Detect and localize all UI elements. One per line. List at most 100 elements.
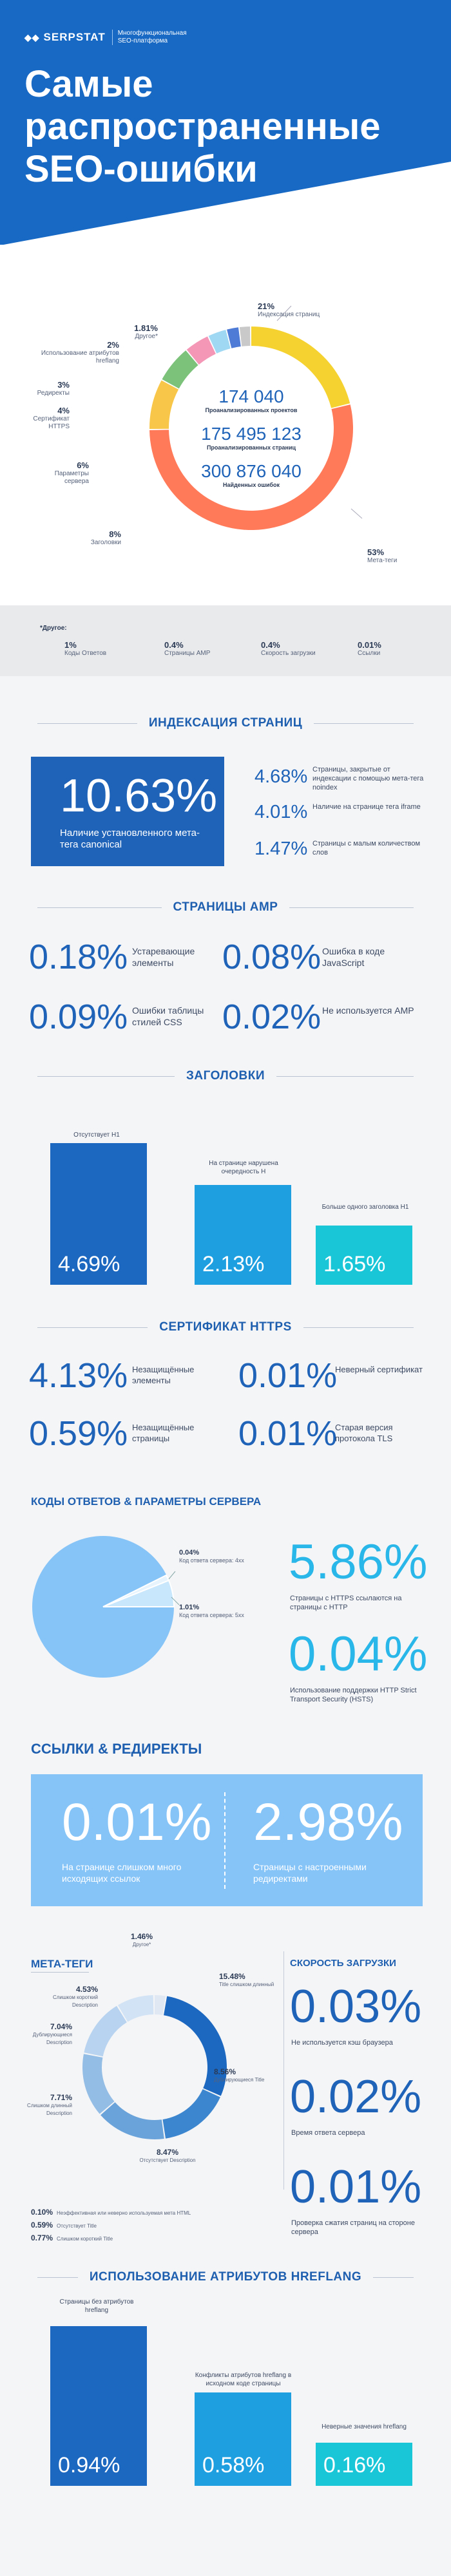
redirects-label: Страницы с настроенными редиректами	[253, 1862, 367, 1884]
label-redirects: 3% Редиректы	[24, 380, 70, 397]
errors-label: Найденных ошибок	[223, 482, 280, 488]
label-other-pct: 1.81%	[134, 323, 158, 333]
https-to-http-label: Страницы с HTTPS ссылаются на страницы с…	[290, 1595, 402, 1611]
meta-other-label: Отсутствует Title	[57, 2223, 97, 2229]
compression-label: Проверка сжатия страниц на стороне серве…	[291, 2219, 415, 2236]
page-title: Самые распространенные SEO-ошибки	[24, 63, 381, 190]
label-hreflang-text: Использование атрибутов hreflang	[41, 350, 119, 365]
bar-label-no-hreflang: Страницы без атрибутов hreflang	[59, 2298, 134, 2314]
noindex-label: Страницы, закрытые от индексации с помощ…	[312, 766, 424, 791]
amp-notused-value: 0.02%	[222, 998, 321, 1036]
canonical-label: Наличие установленного мета-тега canonic…	[60, 828, 200, 850]
other-item: 0.4% Страницы AMP	[164, 640, 210, 658]
donut-segment-5	[208, 330, 231, 354]
other-item-pct: 0.01%	[358, 640, 381, 650]
label-indexing: 21% Индексация страниц	[258, 301, 320, 319]
pie-label-5xx-text: Код ответа сервера: 5хх	[179, 1612, 244, 1618]
pie-label-4xx: 0.04% Код ответа сервера: 4хх	[179, 1549, 244, 1564]
label-other: 1.81% Другое*	[119, 323, 158, 341]
overview-section: 174 040 Проанализированных проектов 175 …	[0, 245, 451, 605]
section-heading-links: ССЫЛКИ & РЕДИРЕКТЫ	[31, 1741, 202, 1757]
donut-segment-7	[239, 327, 251, 346]
https-old-tls-value: 0.01%	[238, 1414, 338, 1453]
amp-js-label: Ошибка в коде JavaScript	[322, 946, 385, 968]
bar-h1-missing: 4.69%	[50, 1143, 147, 1285]
donut-segment-3	[162, 350, 198, 389]
label-headings-text: Заголовки	[90, 539, 121, 546]
label-server-pct: 6%	[77, 460, 89, 470]
meta-donut-chart	[82, 1995, 227, 2139]
hsts-value: 0.04%	[289, 1627, 428, 1681]
https-invalid-cert-value: 0.01%	[238, 1356, 338, 1395]
meta-label-desc-missing-value: 8.47%	[156, 2148, 179, 2157]
label-https-pct: 4%	[57, 406, 70, 415]
label-https-text: Сертификат HTTPS	[33, 415, 70, 430]
other-item-label: Коды Ответов	[64, 650, 107, 657]
https-insecure-elements-label: Незащищённые элементы	[132, 1365, 195, 1385]
meta-other-row: 0.59% Отсутствует Title	[31, 2221, 191, 2230]
section-heading-speed: СКОРОСТЬ ЗАГРУЗКИ	[290, 1958, 396, 1969]
meta-other-label: Неэффективная или неверно используемая м…	[57, 2210, 191, 2216]
label-redirects-text: Редиректы	[37, 390, 70, 397]
donut-segment-2	[149, 380, 179, 430]
pie-label-5xx: 1.01% Код ответа сервера: 5хх	[179, 1604, 244, 1619]
outgoing-links-label: На странице слишком много исходящих ссыл…	[62, 1862, 182, 1884]
meta-other-list: 0.10% Неэффективная или неверно используе…	[31, 2208, 191, 2243]
overview-stats: 174 040 Проанализированных проектов 175 …	[193, 386, 309, 488]
bar-multi-h1: 1.65%	[316, 1226, 412, 1285]
bar-hreflang-conflict: 0.58%	[195, 2392, 291, 2486]
pie-label-4xx-text: Код ответа сервера: 4хх	[179, 1557, 244, 1564]
pie-label-5xx-value: 1.01%	[179, 1604, 200, 1611]
meta-label-title-dup: 8.56% Дублирующиеся Title	[214, 2067, 275, 2084]
amp-notused-label: Не используется AMP	[322, 1005, 414, 1016]
label-meta: 53% Мета-теги	[367, 547, 397, 565]
meta-label-desc-short-value: 4.53%	[75, 1985, 98, 1994]
label-https: 4% Сертификат HTTPS	[24, 406, 70, 431]
meta-segment-1	[164, 1996, 227, 2096]
browser-cache-value: 0.03%	[290, 1981, 422, 2032]
meta-label-other-value: 1.46%	[130, 1932, 153, 1941]
speed-divider	[283, 1951, 284, 2190]
meta-segment-2	[162, 2089, 220, 2139]
iframe-label: Наличие на странице тега iframe	[312, 803, 421, 811]
other-item: 0.4% Скорость загрузки	[261, 640, 316, 658]
meta-label-title-long-value: 15.48%	[219, 1972, 245, 1981]
other-item: 0.01% Ссылки	[358, 640, 381, 658]
canonical-box: 10.63% Наличие установленного мета-тега …	[31, 757, 224, 866]
label-server: 6% Параметры сервера	[44, 460, 89, 486]
section-heading-indexing: ИНДЕКСАЦИЯ СТРАНИЦ	[26, 716, 425, 730]
projects-value: 174 040	[218, 386, 284, 406]
fewwords-label: Страницы с малым количеством слов	[312, 840, 421, 857]
outgoing-links-value: 0.01%	[62, 1793, 212, 1852]
links-divider	[224, 1792, 225, 1889]
canonical-value: 10.63%	[60, 770, 218, 822]
label-redirects-pct: 3%	[57, 380, 70, 390]
label-hreflang-pct: 2%	[107, 340, 119, 350]
amp-deprecated-value: 0.18%	[29, 938, 128, 976]
serpstat-logo-icon: ◆◆	[24, 32, 40, 43]
other-item-pct: 0.4%	[261, 640, 280, 650]
logo[interactable]: ◆◆ SERPSTAT Многофункциональная SEO-плат…	[24, 30, 202, 45]
section-heading-amp: СТРАНИЦЫ AMP	[26, 900, 425, 914]
meta-other-label: Слишком короткий Title	[57, 2236, 113, 2242]
redirects-value: 2.98%	[253, 1793, 403, 1852]
bar-hreflang-invalid: 0.16%	[316, 2443, 412, 2486]
bar-label-h-order: На странице нарушена очередность H	[209, 1160, 278, 1175]
bar-label-hreflang-invalid: Неверные значения hreflang	[321, 2423, 407, 2430]
meta-other-value: 0.77%	[31, 2233, 53, 2242]
https-to-http-value: 5.86%	[289, 1535, 428, 1589]
meta-label-desc-dup-text: Дублирующиеся Description	[32, 2032, 72, 2045]
https-invalid-cert-label: Неверный сертификат	[335, 1365, 423, 1374]
logo-text: SERPSTAT	[43, 31, 106, 43]
server-response-value: 0.02%	[290, 2071, 422, 2123]
https-old-tls-label: Старая версия протокола TLS	[335, 1423, 393, 1443]
donut-segment-0	[251, 327, 350, 408]
meta-label-other: 1.46% Другое*	[122, 1932, 161, 1949]
amp-css-label: Ошибки таблицы стилей CSS	[132, 1005, 204, 1027]
bar-h-order: 2.13%	[195, 1185, 291, 1285]
meta-label-desc-short: 4.53% Слишком короткий Description	[45, 1985, 98, 2009]
meta-segment-4	[82, 2054, 115, 2114]
meta-other-value: 0.10%	[31, 2208, 53, 2217]
label-hreflang: 2% Использование атрибутов hreflang	[39, 340, 119, 365]
